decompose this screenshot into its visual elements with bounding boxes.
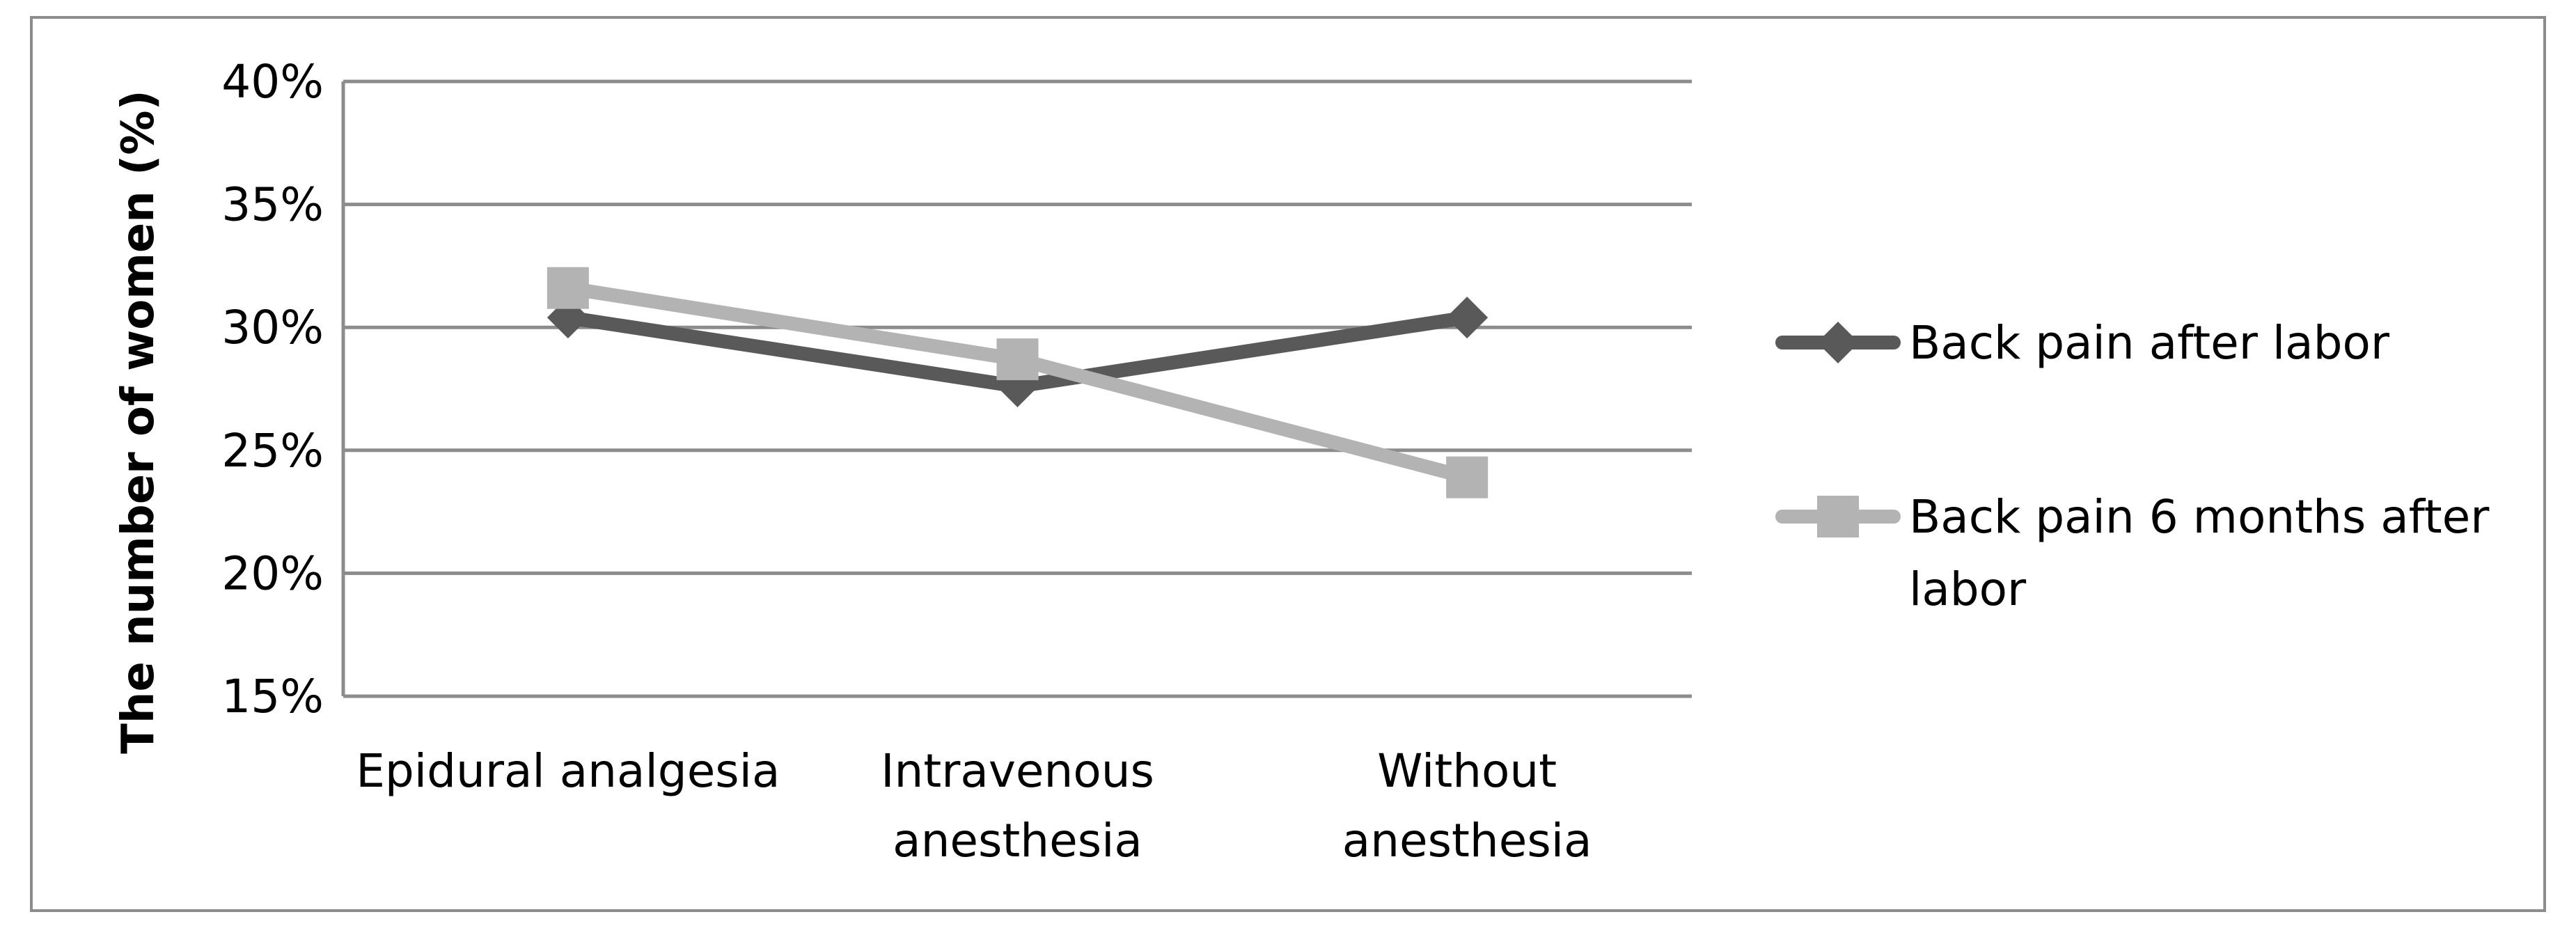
y-tick-label: 40% [221, 55, 324, 109]
legend-label: labor [1909, 563, 2027, 616]
x-category-label: Without [1377, 744, 1557, 798]
legend-label: Back pain after labor [1909, 316, 2390, 370]
x-category-label: Intravenous [881, 744, 1154, 798]
legend-marker [1817, 496, 1859, 537]
y-tick-label: 20% [221, 547, 324, 600]
data-point [1446, 297, 1489, 339]
series-2 [547, 267, 1489, 498]
data-point [1446, 456, 1489, 498]
gridlines [343, 79, 1692, 698]
chart-border [30, 16, 2546, 912]
x-category-label: anesthesia [893, 814, 1142, 867]
x-category-label: Epidural analgesia [356, 744, 780, 798]
series-lines [547, 267, 1489, 498]
data-point [996, 338, 1039, 381]
axis-labels: 15% 20% 25% 30% 35% 40% Epidural analgesia Intr… [221, 55, 1592, 867]
legend-item: Back pain after labor [1775, 316, 2390, 370]
y-tick-label: 15% [221, 670, 324, 723]
legend: Back pain after labor Back pain 6 months … [1775, 316, 2490, 616]
data-point [547, 267, 589, 309]
legend-marker [1817, 322, 1859, 363]
y-axis-title: The number of women (%) [113, 90, 164, 754]
y-tick-label: 25% [221, 424, 324, 478]
x-category-label: anesthesia [1342, 814, 1592, 867]
legend-label: Back pain 6 months after [1909, 490, 2490, 544]
y-tick-label: 35% [221, 178, 324, 232]
legend-item: Back pain 6 months after labor [1775, 490, 2490, 616]
y-tick-label: 30% [221, 301, 324, 354]
